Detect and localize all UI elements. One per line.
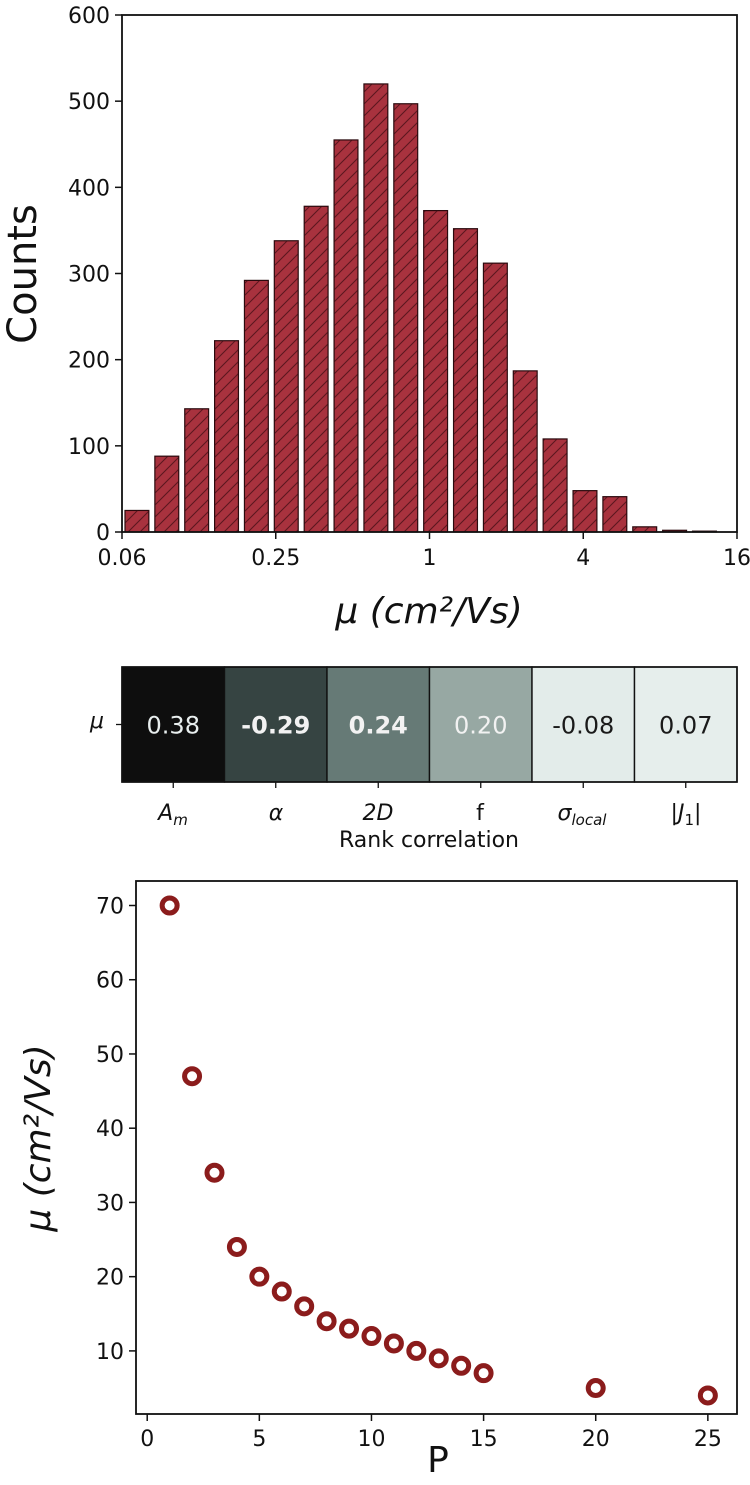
scatter-y-axis-label: μ (cm²/Vs): [18, 1044, 59, 1232]
histogram-bar-hatch: [573, 490, 597, 532]
histogram-bar-hatch: [543, 438, 568, 532]
histogram-y-tick-label: 100: [68, 435, 110, 460]
scatter-point: [271, 1281, 292, 1302]
heatmap-cell-value: 0.07: [659, 712, 712, 740]
histogram-bar-hatch: [393, 103, 418, 533]
scatter-chart: 10 20 30 40 50 60 70 0 5 10 15 20 25 μ (cm²/Vs) P: [18, 880, 738, 1481]
scatter-x-tick-label: 5: [252, 1427, 266, 1452]
histogram-x-tick-label: 0.25: [251, 546, 300, 571]
heatmap-col-label-alpha: α: [269, 801, 284, 826]
histogram-y-tick-label: 200: [68, 349, 110, 374]
histogram-bar-hatch: [363, 83, 388, 532]
heatmap-cell-value: 0.24: [349, 712, 408, 740]
scatter-plot-frame: [135, 880, 738, 1415]
histogram-bar-hatch: [632, 526, 657, 532]
histogram-bar-hatch: [334, 139, 358, 533]
scatter-point: [361, 1326, 382, 1347]
histogram-x-tick-label: 1: [423, 546, 437, 571]
histogram-y-tick-label: 600: [68, 4, 110, 29]
histogram-bar-hatch: [214, 340, 239, 532]
histogram-bar-hatch: [304, 206, 329, 533]
heatmap-x-axis-label: Rank correlation: [339, 828, 519, 853]
heatmap-frame: [121, 666, 738, 783]
scatter-point: [249, 1266, 270, 1287]
histogram-bar-hatch: [274, 240, 299, 533]
scatter-point: [451, 1355, 472, 1376]
heatmap-cell-value: 0.38: [147, 712, 200, 740]
histogram-x-ticks: 0.06 0.25 1 4 16: [98, 532, 750, 571]
heatmap-cell-value: -0.29: [241, 712, 310, 740]
scatter-point: [406, 1340, 427, 1361]
histogram-bar-hatch: [453, 228, 478, 532]
heatmap-cell: [531, 666, 636, 783]
histogram-bars: [124, 83, 717, 533]
heatmap-col-label-sigma-local: σlocal: [558, 801, 608, 829]
scatter-point: [226, 1236, 247, 1257]
scatter-point: [316, 1311, 337, 1332]
scatter-x-ticks: 0 5 10 15 20 25: [140, 1414, 722, 1452]
histogram-y-tick-label: 300: [68, 263, 110, 288]
histogram-x-tick-label: 0.06: [98, 546, 147, 571]
scatter-y-tick-label: 40: [96, 1117, 124, 1142]
scatter-x-axis-label: P: [427, 1440, 449, 1481]
scatter-x-tick-label: 0: [140, 1427, 154, 1452]
heatmap-cell-value: 0.20: [454, 712, 507, 740]
scatter-y-tick-label: 70: [96, 894, 124, 919]
heatmap-cell: [326, 666, 431, 783]
heatmap-col-label-a-m: Am: [156, 801, 188, 829]
scatter-y-tick-label: 30: [96, 1191, 124, 1216]
heatmap-col-label-f: f: [476, 801, 485, 826]
heatmap-cell-value: -0.08: [552, 712, 614, 740]
scatter-x-tick-label: 20: [582, 1427, 610, 1452]
heatmap-col-label-j1: |J1|: [671, 801, 702, 829]
histogram-bar-hatch: [125, 510, 149, 532]
scatter-point: [204, 1162, 225, 1183]
scatter-y-tick-label: 10: [96, 1340, 124, 1365]
scatter-x-tick-label: 15: [470, 1427, 498, 1452]
scatter-point: [697, 1385, 718, 1406]
scatter-point: [585, 1378, 606, 1399]
histogram-y-tick-label: 400: [68, 176, 110, 201]
histogram-bar-hatch: [602, 496, 627, 532]
scatter-points: [159, 895, 718, 1406]
scatter-point: [339, 1318, 360, 1339]
scatter-y-tick-label: 20: [96, 1266, 124, 1291]
histogram-bar-hatch: [513, 370, 538, 532]
histogram-bar-hatch: [184, 408, 209, 532]
histogram-x-tick-label: 4: [576, 546, 590, 571]
heatmap-cells: 0.38 -0.29 0.24 0.20 -0.08 0.07: [116, 666, 738, 788]
heatmap-column-labels: Am α 2D f σlocal |J1|: [156, 801, 701, 829]
histogram-bar-hatch: [154, 456, 179, 532]
scatter-x-tick-label: 10: [357, 1427, 385, 1452]
scatter-point: [428, 1348, 449, 1369]
scatter-y-ticks: 10 20 30 40 50 60 70: [96, 894, 136, 1365]
rank-correlation-heatmap: μ 0.38 -0.29 0.24 0.20 -0.08 0.07 Am α 2D f σ…: [89, 666, 738, 853]
scatter-point: [294, 1296, 315, 1317]
heatmap-col-label-2d: 2D: [363, 801, 394, 826]
scatter-point: [383, 1333, 404, 1354]
histogram-bar-hatch: [423, 210, 448, 532]
scatter-y-tick-label: 60: [96, 969, 124, 994]
scatter-point: [473, 1363, 494, 1384]
histogram-bar-hatch: [244, 280, 269, 532]
scatter-point: [182, 1066, 203, 1087]
histogram-bar-hatch: [483, 263, 508, 532]
scatter-x-tick-label: 25: [694, 1427, 722, 1452]
heatmap-row-label: μ: [89, 709, 104, 734]
histogram-x-tick-label: 16: [723, 546, 750, 571]
heatmap-cell: [428, 666, 533, 783]
heatmap-cell: [223, 666, 328, 783]
histogram-y-ticks: 0 100 200 300 400 500 600: [68, 4, 122, 546]
histogram-y-axis-label: Counts: [0, 204, 46, 344]
scatter-point: [159, 895, 180, 916]
histogram-x-axis-label: μ (cm²/Vs): [334, 591, 522, 632]
histogram-y-tick-label: 0: [96, 521, 110, 546]
histogram-y-tick-label: 500: [68, 90, 110, 115]
scatter-y-tick-label: 50: [96, 1043, 124, 1068]
